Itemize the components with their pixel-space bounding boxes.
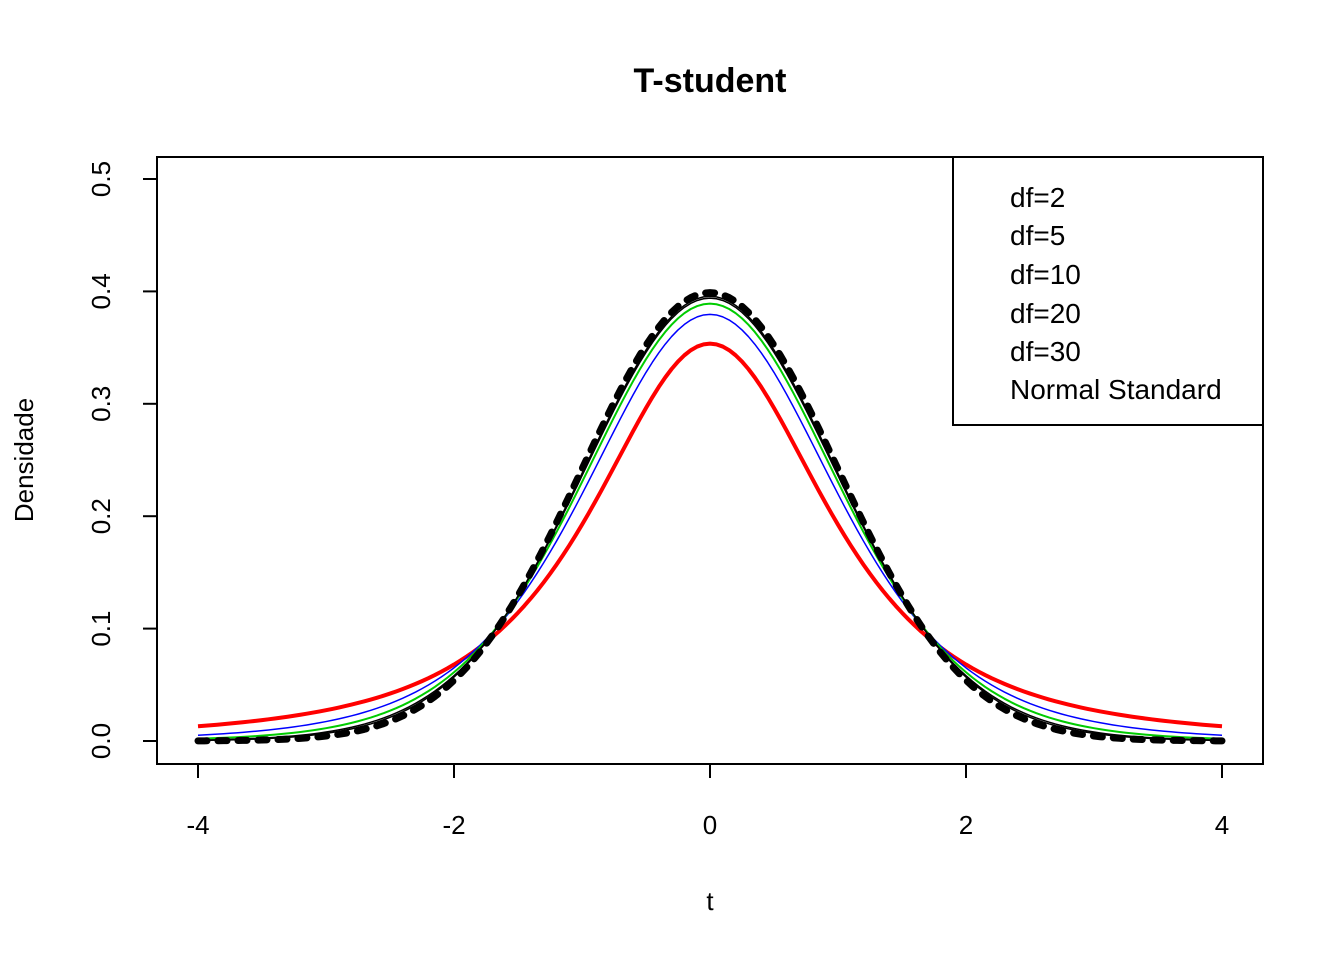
x-tick-label: 2 xyxy=(959,810,973,840)
y-tick-label: 0.5 xyxy=(86,161,116,197)
x-tick-label: 0 xyxy=(703,810,717,840)
legend-entry-df30: df=30 xyxy=(1010,336,1081,367)
series-line-df-30 xyxy=(197,295,1223,742)
x-axis-label: t xyxy=(706,886,714,916)
x-tick-label: -2 xyxy=(442,810,465,840)
y-tick-label: 0.3 xyxy=(86,386,116,422)
y-axis-label: Densidade xyxy=(9,398,39,522)
x-tick-label: 4 xyxy=(1215,810,1229,840)
legend-entry-normal: Normal Standard xyxy=(1010,374,1222,405)
y-tick-label: 0.1 xyxy=(86,611,116,647)
y-tick-label: 0.4 xyxy=(86,273,116,309)
legend-entry-df5: df=5 xyxy=(1010,220,1065,251)
y-tick-label: 0.2 xyxy=(86,498,116,534)
x-tick-label: -4 xyxy=(186,810,209,840)
series-line-df-10 xyxy=(197,302,1223,740)
y-axis: 0.0 0.1 0.2 0.3 0.4 0.5 xyxy=(86,161,158,759)
series-line-df-20 xyxy=(197,297,1223,741)
y-tick-label: 0.0 xyxy=(86,723,116,759)
legend-entry-df20: df=20 xyxy=(1010,298,1081,329)
series-group xyxy=(194,289,1226,745)
series-line-df-2 xyxy=(197,341,1223,729)
legend-entry-df2: df=2 xyxy=(1010,182,1065,213)
series-line-normal-standard xyxy=(194,289,1226,745)
x-axis: -4 -2 0 2 4 xyxy=(186,763,1229,840)
legend-entry-df10: df=10 xyxy=(1010,259,1081,290)
chart-title: T-student xyxy=(634,62,787,100)
legend-box xyxy=(952,156,1264,426)
legend: df=2 df=5 df=10 df=20 df=30 Normal Stand… xyxy=(952,156,1264,426)
series-line-df-5 xyxy=(197,313,1223,736)
